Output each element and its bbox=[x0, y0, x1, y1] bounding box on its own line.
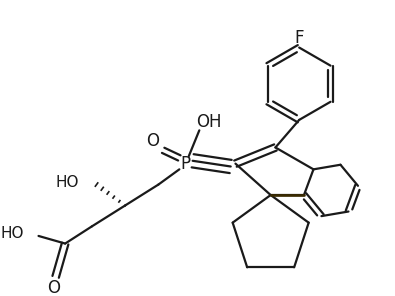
Text: P: P bbox=[180, 155, 190, 173]
Text: O: O bbox=[47, 279, 60, 296]
Text: HO: HO bbox=[1, 226, 24, 241]
Text: F: F bbox=[294, 29, 304, 47]
Text: HO: HO bbox=[56, 175, 79, 190]
Text: OH: OH bbox=[196, 113, 222, 131]
Text: O: O bbox=[146, 132, 159, 150]
